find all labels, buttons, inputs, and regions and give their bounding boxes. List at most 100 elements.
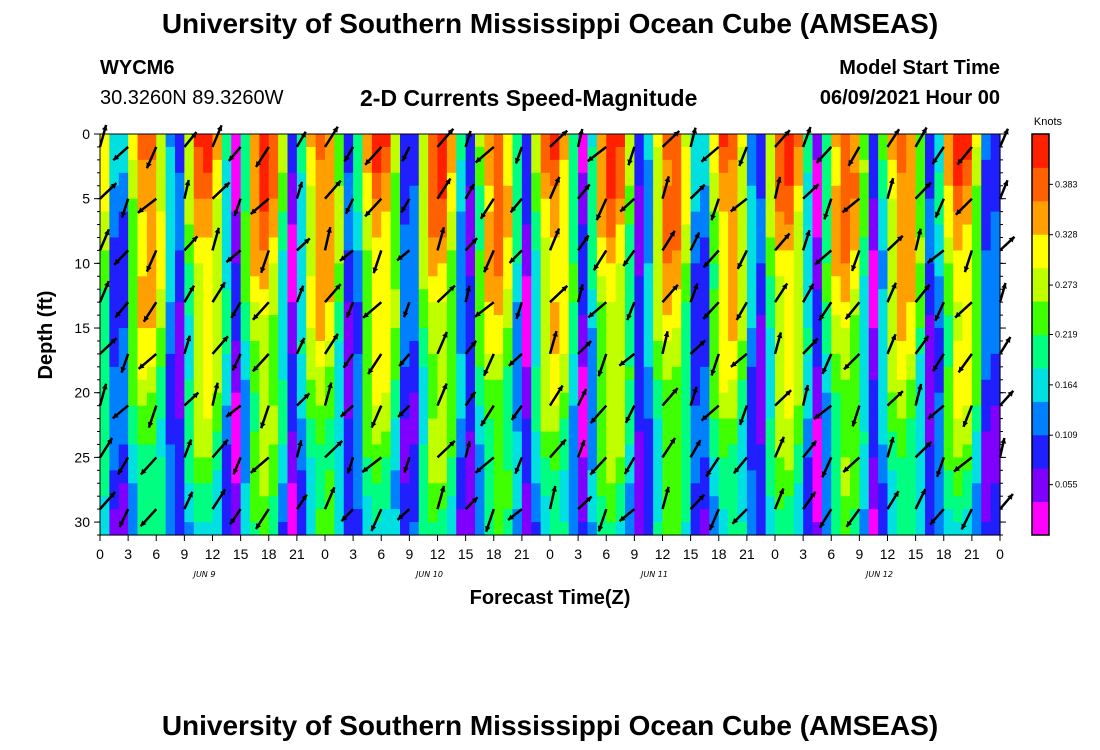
heatmap-cell	[165, 522, 176, 536]
heatmap-cell	[540, 470, 551, 484]
heatmap-cell	[587, 522, 598, 536]
heatmap-cell	[540, 315, 551, 329]
heatmap-cell	[981, 496, 992, 510]
heatmap-cell	[559, 328, 570, 342]
colorbar-segment	[1032, 134, 1049, 168]
heatmap-cell	[896, 328, 907, 342]
current-arrow	[362, 301, 383, 319]
heatmap-cell	[606, 198, 617, 213]
heatmap-cell	[971, 509, 982, 523]
heatmap-cell	[446, 237, 457, 252]
heatmap-cell	[728, 431, 739, 446]
heatmap-cell	[465, 379, 476, 394]
heatmap-cell	[493, 211, 504, 226]
heatmap-cell	[231, 418, 242, 433]
heatmap-cell	[971, 224, 982, 239]
heatmap-cell	[512, 457, 523, 471]
heatmap-cell	[784, 379, 795, 394]
heatmap-cell	[925, 159, 935, 174]
heatmap-cell	[287, 146, 298, 161]
current-arrow	[802, 283, 815, 303]
heatmap-cell	[184, 431, 195, 446]
heatmap-cell	[981, 392, 992, 407]
heatmap-cell	[128, 276, 139, 290]
heatmap-cell	[428, 483, 439, 497]
heatmap-cell	[568, 302, 579, 316]
heatmap-cell	[390, 224, 401, 239]
heatmap-cell	[643, 405, 654, 420]
heatmap-cell	[643, 237, 654, 252]
heatmap-cell	[578, 289, 589, 303]
heatmap-cell	[165, 276, 176, 290]
heatmap-cell	[334, 276, 345, 290]
heatmap-cell	[653, 263, 664, 277]
heatmap-cell	[671, 328, 682, 342]
heatmap-cell	[353, 263, 364, 277]
heatmap-cell	[746, 509, 757, 523]
heatmap-cell	[662, 159, 673, 174]
heatmap-cell	[175, 172, 185, 187]
heatmap-cell	[193, 457, 204, 471]
heatmap-cell	[371, 470, 382, 484]
heatmap-cell	[784, 289, 795, 303]
heatmap-cell	[878, 315, 889, 329]
heatmap-cell	[512, 172, 523, 187]
heatmap-cell	[896, 237, 907, 252]
heatmap-cell	[315, 392, 326, 407]
heatmap-cell	[456, 379, 467, 394]
heatmap-cell	[953, 315, 964, 329]
heatmap-cell	[756, 418, 767, 433]
current-arrow	[689, 231, 701, 251]
current-arrow	[661, 331, 670, 355]
heatmap-cell	[371, 250, 382, 264]
heatmap-cell	[531, 509, 542, 523]
heatmap-cell	[484, 340, 495, 355]
heatmap-cell	[671, 185, 682, 200]
heatmap-cell	[700, 457, 710, 471]
heatmap-cell	[343, 457, 354, 471]
current-arrow	[702, 249, 720, 269]
heatmap-cell	[231, 250, 242, 264]
heatmap-cell	[371, 315, 382, 329]
heatmap-cell	[709, 224, 720, 239]
heatmap-cell	[775, 198, 785, 213]
heatmap-cell	[906, 211, 917, 226]
heatmap-cell	[315, 405, 326, 420]
heatmap-cell	[915, 172, 926, 187]
heatmap-cell	[662, 379, 673, 394]
heatmap-cell	[315, 522, 326, 536]
heatmap-cell	[915, 198, 926, 213]
heatmap-cell	[250, 146, 260, 161]
heatmap-cell	[981, 185, 992, 200]
heatmap-cell	[512, 379, 523, 394]
heatmap-cell	[681, 340, 692, 355]
heatmap-cell	[737, 185, 748, 200]
heatmap-cell	[709, 237, 720, 252]
heatmap-cell	[109, 315, 120, 329]
current-arrow	[844, 301, 861, 320]
heatmap-cell	[128, 185, 139, 200]
heatmap-cell	[756, 250, 767, 264]
heatmap-cell	[887, 159, 898, 174]
heatmap-cell	[540, 211, 551, 226]
heatmap-cell	[606, 340, 617, 355]
heatmap-cell	[465, 444, 476, 458]
heatmap-cell	[756, 289, 767, 303]
heatmap-cell	[521, 470, 532, 484]
heatmap-cell	[681, 418, 692, 433]
heatmap-cell	[212, 276, 223, 290]
heatmap-cell	[437, 263, 448, 277]
heatmap-cell	[578, 418, 589, 433]
heatmap-cell	[568, 522, 579, 536]
heatmap-cell	[184, 211, 195, 226]
heatmap-cell	[840, 134, 851, 148]
heatmap-cell	[643, 522, 654, 536]
x-tick-label: 15	[908, 546, 924, 562]
heatmap-cell	[203, 185, 214, 200]
heatmap-cell	[596, 418, 607, 433]
heatmap-cell	[784, 431, 795, 446]
heatmap-cell	[240, 496, 251, 510]
heatmap-cell	[625, 444, 635, 458]
heatmap-cell	[700, 509, 710, 523]
heatmap-cell	[915, 418, 926, 433]
